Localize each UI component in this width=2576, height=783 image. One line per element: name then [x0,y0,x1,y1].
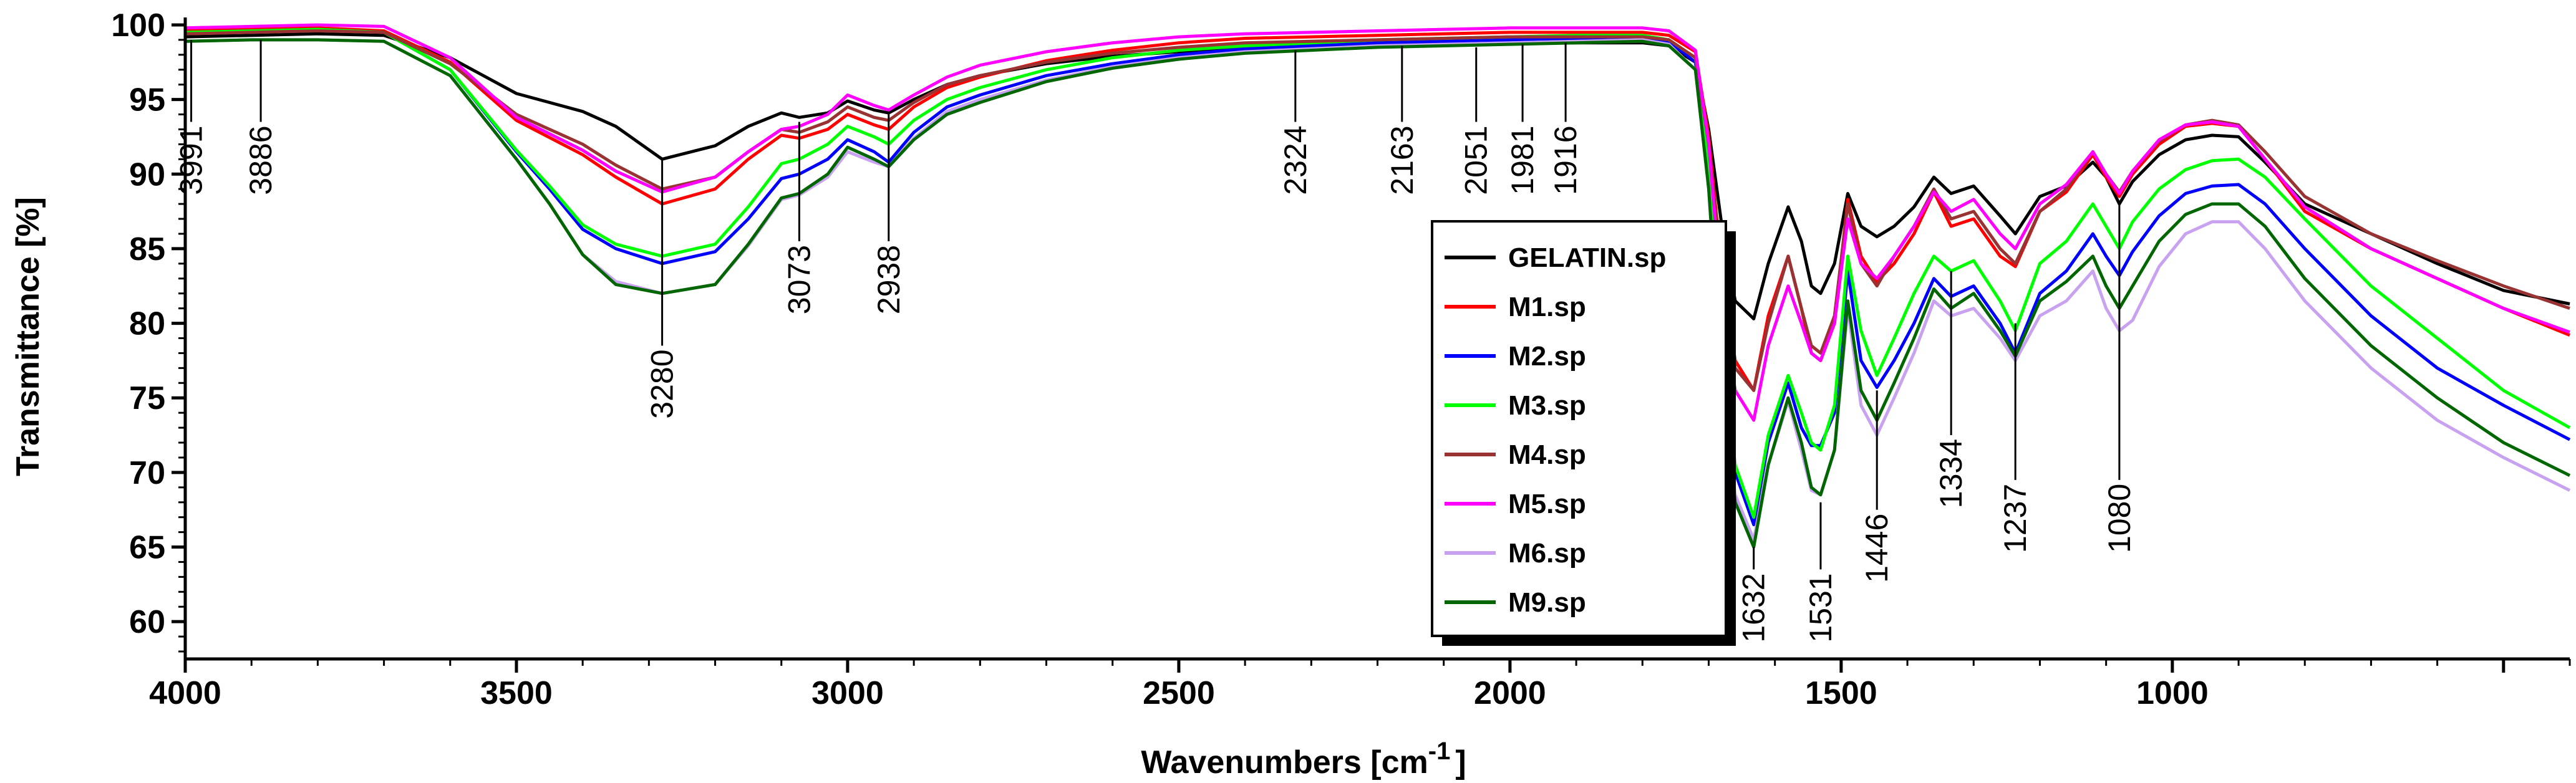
legend-box [1431,220,1727,637]
legend-label: M2.sp [1508,341,1586,372]
x-tick-label: 3500 [480,675,553,711]
peak-label-1632: 1632 [1736,573,1771,642]
y-tick-label: 95 [129,82,165,118]
y-tick-label: 65 [129,530,165,566]
peak-label-2051: 2051 [1459,126,1494,195]
legend-label: M3.sp [1508,390,1586,421]
x-tick-label: 1000 [2136,675,2209,711]
peak-label-3073: 3073 [782,245,816,314]
y-tick-label: 60 [129,604,165,640]
x-tick-label: 2500 [1143,675,1215,711]
x-axis-title-superscript: -1 [1428,737,1451,765]
legend-label: M6.sp [1508,538,1586,569]
x-tick-label: 3000 [811,675,884,711]
peak-label-1080: 1080 [2102,484,2137,553]
legend: GELATIN.sp M1.sp M2.sp M3.sp M4.sp M5.sp M6.sp… [1431,220,1736,646]
peak-label-2324: 2324 [1278,126,1313,195]
series-group [185,23,2571,549]
peak-label-3280: 3280 [645,350,680,419]
x-axis-title-close: ] [1455,744,1466,781]
legend-label: GELATIN.sp [1508,243,1666,273]
series-line-m4-sp [185,29,2570,392]
y-tick-label: 70 [129,455,165,491]
y-tick-label: 90 [129,156,165,193]
y-axis-title: Transmittance [%] [10,197,46,476]
series-line-m2-sp [185,27,2571,527]
y-tick-label: 75 [129,380,165,416]
peak-label-1237: 1237 [1998,484,2033,553]
peak-label-1531: 1531 [1803,573,1838,642]
x-axis-title: Wavenumbers [cm-1] [1141,737,1466,781]
peak-label-1334: 1334 [1934,439,1968,508]
axes-group: 60 65 70 75 80 85 90 95 100 4000 3500 3000 2500 2000 1… [111,7,2571,711]
peak-label-1981: 1981 [1505,126,1540,195]
y-tick-label: 80 [129,306,165,342]
peak-label-3991: 3991 [174,126,209,195]
peak-label-2163: 2163 [1385,126,1420,195]
series-line-m6-sp [185,38,2571,542]
peak-annotations: 3991 3886 3280 3073 2938 2324 2163 2051 1981 1916… [174,39,2137,643]
peak-label-3886: 3886 [243,126,278,195]
x-axis-title-main: Wavenumbers [cm [1141,744,1428,781]
y-tick-label: 85 [129,231,165,267]
peak-label-2938: 2938 [871,245,906,314]
legend-label: M4.sp [1508,440,1586,470]
peak-label-1446: 1446 [1859,514,1894,583]
series-line-m9-sp [185,38,2571,549]
series-line-m3-sp [185,27,2571,519]
y-tick-label: 100 [111,7,165,44]
legend-label: M5.sp [1508,489,1586,519]
legend-label: M9.sp [1508,587,1586,618]
series-line-m1-sp [185,26,2570,392]
series-line-gelatin-sp [185,32,2570,320]
x-tick-label: 4000 [149,675,221,711]
legend-label: M1.sp [1508,292,1586,322]
peak-label-1916: 1916 [1548,126,1583,195]
x-tick-label: 1500 [1805,675,1877,711]
x-tick-label: 2000 [1474,675,1546,711]
